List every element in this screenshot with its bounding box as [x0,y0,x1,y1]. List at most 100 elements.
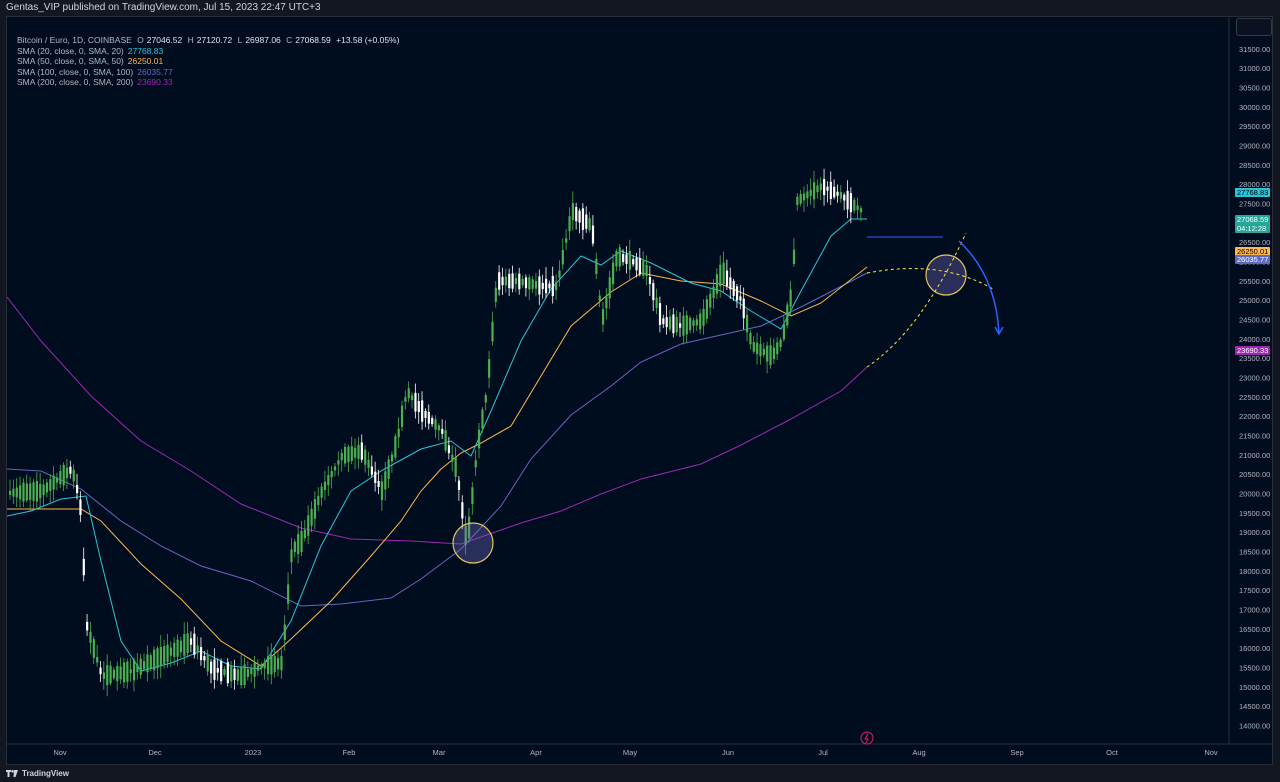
candle-body [652,283,655,301]
candle-body [846,190,849,210]
candle-body [126,661,129,682]
sma-50-row[interactable]: SMA (50, close, 0, SMA, 50) 26250.01 [17,56,402,67]
candle-body [725,270,729,287]
candle-body [347,446,350,463]
lightning-icon[interactable] [860,731,874,745]
candle-body [622,254,625,263]
candle-body [206,654,209,672]
candle-body [729,277,732,290]
candle-body [99,667,102,675]
sma-200-row[interactable]: SMA (200, close, 0, SMA, 200) 23690.33 [17,77,402,88]
time-tick-label: Oct [1106,748,1119,757]
sma-20-label: SMA (20, close, 0, SMA, 20) [17,45,124,56]
candle-body [310,508,313,526]
candle-body [39,483,42,499]
candle-body [69,466,72,474]
candle-body [789,289,792,307]
price-tick-label: 29500.00 [1239,122,1270,131]
candle-body [491,321,494,342]
candle-body [139,658,142,675]
candle-body [230,665,233,682]
candle-body [635,257,638,271]
price-tick-label: 14000.00 [1239,722,1270,731]
price-tick-label: 22000.00 [1239,412,1270,421]
candle-body [32,482,35,501]
candle-body [360,442,363,460]
candle-body [739,296,742,301]
chart-canvas[interactable]: 32000.0031500.0031000.0030500.0030000.00… [7,17,1272,764]
publisher-title: Gentas_VIP published on TradingView.com,… [6,2,321,13]
tradingview-logo[interactable]: TradingView [6,769,69,778]
candle-body [323,481,327,491]
price-tick-label: 22500.00 [1239,393,1270,402]
candle-body [588,218,591,231]
sma-50-label: SMA (50, close, 0, SMA, 50) [17,56,124,67]
candle-body [42,484,45,496]
candle-body [601,309,605,325]
candle-body [143,661,146,669]
candle-body [287,584,290,604]
candle-body [836,191,839,196]
price-tick-label: 31000.00 [1239,64,1270,73]
sma-100-label: SMA (100, close, 0, SMA, 100) [17,66,134,77]
candle-body [45,482,49,493]
candle-body [772,347,775,360]
candle-body [548,283,551,289]
chart-legend: Bitcoin / Euro, 1D, COINBASE O 27046.52 H… [17,35,402,88]
candle-body [25,483,28,501]
sma-20-row[interactable]: SMA (20, close, 0, SMA, 20) 27768.83 [17,46,402,57]
candle-body [494,287,497,302]
price-tick-label: 20000.00 [1239,490,1270,499]
price-tick-label: 26500.00 [1239,238,1270,247]
candle-body [709,293,712,308]
candle-body [668,316,672,330]
candle-body [545,278,548,294]
candle-body [471,487,474,505]
candle-body [370,466,373,475]
candle-body [210,661,213,674]
candle-body [853,199,856,211]
forecast-arrow[interactable] [958,240,1000,334]
chart-frame[interactable]: 32000.0031500.0031000.0030500.0030000.00… [6,16,1273,765]
sma-50-value: 26250.01 [127,56,164,67]
candle-body [719,264,722,287]
candle-body [796,196,799,206]
candle-body [511,273,514,289]
candle-body [327,475,330,486]
time-tick-label: Apr [530,748,542,757]
candle-body [216,668,219,673]
tradingview-logo-icon [6,770,18,777]
candle-body [411,395,414,401]
price-tag: 27068.59 04:12:28 [1235,215,1271,234]
candle-body [447,445,451,454]
candle-body [441,429,444,434]
sma-100-row[interactable]: SMA (100, close, 0, SMA, 100) 26035.77 [17,67,402,78]
candle-body [49,479,52,491]
candle-body [467,516,471,539]
candle-body [806,191,809,199]
brand-name: TradingView [22,769,69,778]
close-label: C [286,35,293,45]
annotation-circle-august[interactable] [925,254,967,296]
price-tick-label: 18500.00 [1239,548,1270,557]
lightning-icon-bolt [864,733,869,744]
high-label: H [187,35,194,45]
candle-body [575,207,578,222]
chart-corner-button[interactable] [1236,18,1272,36]
candle-body [437,425,440,431]
candle-body [605,296,608,309]
candle-body [116,665,119,682]
annotation-circle-march[interactable] [452,522,494,564]
candle-body [102,672,105,679]
candle-body [715,274,719,294]
candle-body [819,183,822,191]
candle-body [508,273,511,289]
candle-body [374,471,377,483]
candle-body [478,429,481,449]
time-tick-label: Sep [1010,748,1023,757]
candle-body [732,280,735,296]
candle-body [424,410,427,418]
price-tick-label: 28500.00 [1239,161,1270,170]
candle-body [243,664,246,686]
time-tick-label: Nov [1204,748,1218,757]
